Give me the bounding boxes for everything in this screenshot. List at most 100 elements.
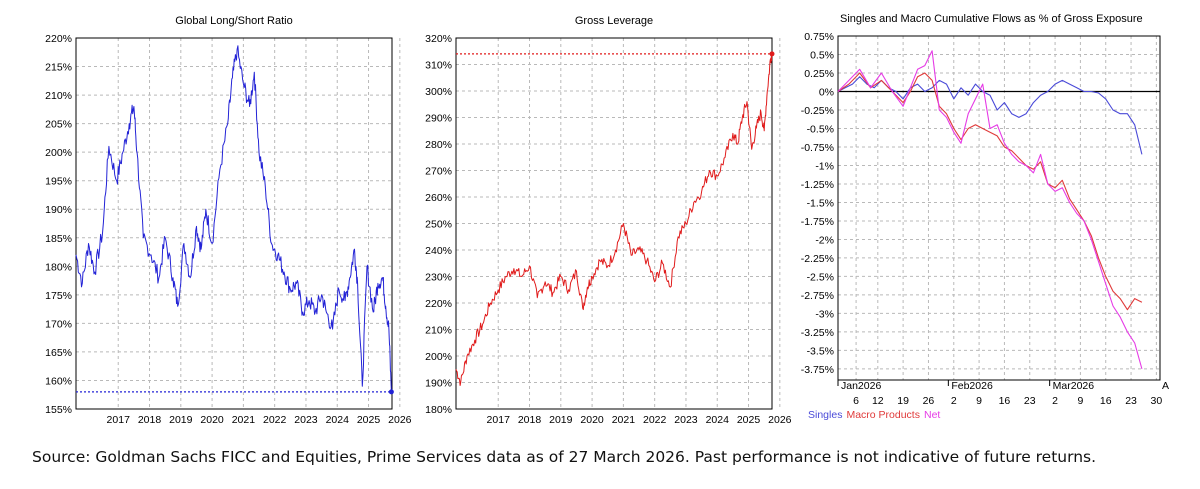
y-tick-label: 155% bbox=[45, 404, 72, 416]
x-tick-label: 23 bbox=[1024, 395, 1036, 407]
plot-frame bbox=[75, 37, 393, 410]
source-note: Source: Goldman Sachs FICC and Equities,… bbox=[32, 448, 1097, 466]
y-tick-label: 210% bbox=[425, 325, 452, 337]
series-line-macro-products bbox=[837, 72, 1143, 311]
y-tick-label: 160% bbox=[45, 375, 72, 387]
y-tick-label: 200% bbox=[425, 351, 452, 363]
chart-title: Singles and Macro Cumulative Flows as % … bbox=[840, 13, 1143, 25]
y-tick-label: 320% bbox=[425, 33, 452, 45]
y-tick-label: 180% bbox=[45, 261, 72, 273]
y-tick-label: 210% bbox=[45, 90, 72, 102]
month-label: Jan2026 bbox=[841, 380, 881, 392]
x-tick-label: 2 bbox=[1052, 395, 1058, 407]
x-tick-label: 2017 bbox=[107, 414, 131, 426]
y-tick-label: 270% bbox=[425, 166, 452, 178]
y-tick-label: -2% bbox=[815, 234, 834, 246]
axis-overflow-label: A bbox=[1162, 380, 1169, 392]
y-tick-label: -0.25% bbox=[801, 105, 834, 117]
y-tick-label: 185% bbox=[45, 233, 72, 245]
x-tick-label: 2020 bbox=[200, 414, 224, 426]
chart-title: Gross Leverage bbox=[575, 15, 653, 27]
x-tick-label: 23 bbox=[1125, 395, 1137, 407]
y-tick-label: -1% bbox=[815, 160, 834, 172]
x-tick-label: 2018 bbox=[518, 414, 542, 426]
x-tick-label: 2026 bbox=[768, 414, 792, 426]
y-tick-label: 0% bbox=[819, 86, 834, 98]
y-tick-label: 250% bbox=[425, 219, 452, 231]
x-tick-label: 12 bbox=[872, 395, 884, 407]
legend-entry: Net bbox=[924, 409, 940, 421]
series-line-1 bbox=[455, 52, 773, 386]
x-tick-label: 26 bbox=[923, 395, 935, 407]
x-tick-label: 2017 bbox=[487, 414, 511, 426]
y-tick-label: 165% bbox=[45, 347, 72, 359]
y-tick-label: 300% bbox=[425, 86, 452, 98]
y-tick-label: 0.5% bbox=[810, 49, 834, 61]
y-tick-label: 205% bbox=[45, 119, 72, 131]
x-tick-label: 2021 bbox=[232, 414, 256, 426]
x-tick-label: 9 bbox=[976, 395, 982, 407]
x-tick-label: 2018 bbox=[138, 414, 162, 426]
x-tick-label: 9 bbox=[1077, 395, 1083, 407]
y-tick-label: -1.75% bbox=[801, 216, 834, 228]
x-tick-label: 16 bbox=[1100, 395, 1112, 407]
x-tick-label: 2022 bbox=[263, 414, 287, 426]
x-tick-label: 2024 bbox=[706, 414, 730, 426]
y-tick-label: -0.5% bbox=[807, 123, 834, 135]
series-line-net bbox=[837, 50, 1143, 370]
y-tick-label: 170% bbox=[45, 318, 72, 330]
x-tick-label: 6 bbox=[853, 395, 859, 407]
y-tick-label: 240% bbox=[425, 245, 452, 257]
y-tick-label: 180% bbox=[425, 404, 452, 416]
plot-frame bbox=[837, 35, 1161, 381]
y-tick-label: 195% bbox=[45, 176, 72, 188]
y-tick-label: 200% bbox=[45, 147, 72, 159]
x-tick-label: 2026 bbox=[388, 414, 412, 426]
y-tick-label: 190% bbox=[425, 378, 452, 390]
y-tick-label: -1.5% bbox=[807, 197, 834, 209]
month-label: Mar2026 bbox=[1053, 380, 1095, 392]
x-tick-label: 2021 bbox=[612, 414, 636, 426]
x-tick-label: 2025 bbox=[737, 414, 761, 426]
chart-panel-2: Gross Leverage 320% 310% 300% 290% 280% 270% 26… bbox=[425, 15, 792, 426]
y-tick-label: 215% bbox=[45, 62, 72, 74]
x-tick-label: 2019 bbox=[549, 414, 573, 426]
series-line-1 bbox=[75, 45, 392, 392]
y-tick-label: -2.25% bbox=[801, 253, 834, 265]
x-tick-label: 19 bbox=[897, 395, 909, 407]
chart-title: Global Long/Short Ratio bbox=[175, 15, 292, 27]
y-tick-label: 230% bbox=[425, 272, 452, 284]
y-tick-label: 290% bbox=[425, 113, 452, 125]
x-tick-label: 2025 bbox=[357, 414, 381, 426]
y-tick-label: -3% bbox=[815, 308, 834, 320]
x-tick-label: 2023 bbox=[674, 414, 698, 426]
y-tick-label: 280% bbox=[425, 139, 452, 151]
y-tick-label: 260% bbox=[425, 192, 452, 204]
charts-canvas: Global Long/Short Ratio220%215%210%205%2… bbox=[45, 13, 1169, 426]
y-tick-label: 310% bbox=[425, 60, 452, 72]
x-tick-label: 2019 bbox=[169, 414, 193, 426]
chart-panel-3: Singles and Macro Cumulative Flows as % … bbox=[801, 13, 1169, 421]
y-tick-label: -3.25% bbox=[801, 327, 834, 339]
legend-entry: Macro Products bbox=[846, 409, 920, 421]
y-tick-label: -3.75% bbox=[801, 364, 834, 376]
x-tick-label: 2 bbox=[951, 395, 957, 407]
series-line-singles bbox=[837, 76, 1143, 155]
legend-entry: Singles bbox=[808, 409, 842, 421]
y-tick-label: 175% bbox=[45, 290, 72, 302]
y-tick-label: -2.5% bbox=[807, 271, 834, 283]
month-label: Feb2026 bbox=[951, 380, 993, 392]
y-tick-label: -1.25% bbox=[801, 179, 834, 191]
plot-frame bbox=[455, 37, 773, 410]
x-tick-label: 2023 bbox=[294, 414, 318, 426]
y-tick-label: 220% bbox=[45, 33, 72, 45]
chart-panel-1: Global Long/Short Ratio 220% 215% 210% 205% 2… bbox=[45, 15, 412, 426]
x-tick-label: 2022 bbox=[643, 414, 667, 426]
x-tick-label: 30 bbox=[1151, 395, 1163, 407]
y-tick-label: 220% bbox=[425, 298, 452, 310]
y-tick-label: 0.25% bbox=[804, 68, 834, 80]
y-tick-label: -3.5% bbox=[807, 345, 834, 357]
x-tick-label: 2024 bbox=[326, 414, 350, 426]
y-tick-label: -2.75% bbox=[801, 290, 834, 302]
y-tick-label: 190% bbox=[45, 204, 72, 216]
